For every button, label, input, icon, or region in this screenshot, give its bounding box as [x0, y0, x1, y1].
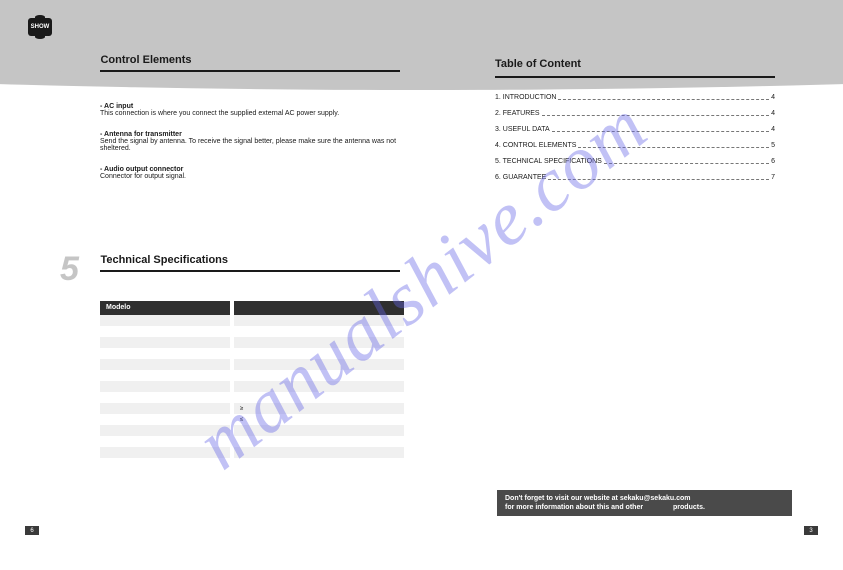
table-cell [234, 337, 404, 348]
toc-dots [604, 158, 769, 164]
table-cell [234, 348, 404, 359]
table-row [100, 447, 405, 458]
table-cell [234, 436, 404, 447]
toc-dots [548, 174, 769, 180]
section-4: 4 Control Elements - AC input This conne… [60, 50, 415, 180]
table-row [100, 381, 405, 392]
toc-label: 4. CONTROL ELEMENTS [495, 142, 576, 150]
toc-page: 7 [771, 174, 775, 182]
table-cell: ≥ [234, 403, 404, 414]
spec-header-2 [234, 301, 404, 315]
table-cell [234, 425, 404, 436]
toc-row: 3. USEFUL DATA 4 [495, 126, 775, 134]
spec-table-header: Modelo [100, 301, 405, 315]
toc-dots [552, 126, 769, 132]
toc-row: 1. INTRODUCTION 4 [495, 94, 775, 102]
table-row [100, 326, 405, 337]
table-cell [100, 392, 230, 403]
item-ac-input-head: - AC input [100, 103, 415, 110]
toc-label: 5. TECHNICAL SPECIFICATIONS [495, 158, 602, 166]
spec-header-modelo: Modelo [100, 301, 230, 315]
toc-row: 5. TECHNICAL SPECIFICATIONS 6 [495, 158, 775, 166]
item-antenna-head: - Antenna for transmitter [100, 131, 415, 138]
toc-row: 6. GUARANTEE 7 [495, 174, 775, 182]
toc-page: 4 [771, 126, 775, 134]
table-cell [100, 436, 230, 447]
page-number-right: 3 [804, 526, 818, 535]
table-row [100, 436, 405, 447]
toc-title: Table of Content [495, 58, 775, 78]
table-cell [100, 359, 230, 370]
toc-label: 6. GUARANTEE [495, 174, 546, 182]
logo-show: SHOW [28, 18, 52, 36]
item-ac-input-text: This connection is where you connect the… [100, 110, 415, 117]
table-row: ≤ [100, 414, 405, 425]
footer-line1: Don't forget to visit our website at sek… [505, 494, 784, 503]
footer-banner: Don't forget to visit our website at sek… [497, 490, 792, 516]
table-cell [234, 315, 404, 326]
page-number-left: 6 [25, 526, 39, 535]
table-row [100, 315, 405, 326]
spec-table: Modelo ≥≤ [100, 301, 405, 458]
footer-line2a: for more information about this and othe… [505, 504, 643, 511]
toc-body: 1. INTRODUCTION42. FEATURES43. USEFUL DA… [495, 94, 775, 182]
toc-page: 4 [771, 110, 775, 118]
item-audio-head: - Audio output connector [100, 166, 415, 173]
table-row [100, 392, 405, 403]
table-cell [234, 359, 404, 370]
table-row [100, 348, 405, 359]
table-cell [100, 326, 230, 337]
table-cell [100, 337, 230, 348]
section-5-title: Technical Specifications [100, 254, 400, 272]
table-cell [100, 348, 230, 359]
section-4-body: - AC input This connection is where you … [100, 103, 415, 180]
table-cell [234, 326, 404, 337]
table-row [100, 337, 405, 348]
toc-row: 2. FEATURES 4 [495, 110, 775, 118]
table-cell [234, 381, 404, 392]
table-cell [100, 447, 230, 458]
table-cell: ≤ [234, 414, 404, 425]
footer-line2: for more information about this and othe… [505, 503, 784, 512]
page-right: Table of Content 1. INTRODUCTION42. FEAT… [495, 50, 795, 190]
toc-label: 2. FEATURES [495, 110, 540, 118]
table-cell [234, 392, 404, 403]
toc-dots [542, 110, 769, 116]
table-row [100, 370, 405, 381]
table-row [100, 359, 405, 370]
toc-page: 4 [771, 94, 775, 102]
section-5-number: 5 [60, 250, 96, 289]
table-cell [100, 381, 230, 392]
section-4-number: 4 [60, 50, 96, 89]
table-cell [100, 403, 230, 414]
toc-row: 4. CONTROL ELEMENTS 5 [495, 142, 775, 150]
toc-page: 6 [771, 158, 775, 166]
footer-line2b: products. [673, 504, 705, 511]
item-audio-text: Connector for output signal. [100, 173, 415, 180]
table-row [100, 425, 405, 436]
toc-dots [558, 94, 769, 100]
section-5: 5 Technical Specifications Modelo ≥≤ [60, 250, 415, 458]
table-cell [100, 370, 230, 381]
toc-page: 5 [771, 142, 775, 150]
toc-label: 1. INTRODUCTION [495, 94, 556, 102]
table-row: ≥ [100, 403, 405, 414]
table-cell [100, 315, 230, 326]
table-cell [100, 425, 230, 436]
page-left: 4 Control Elements - AC input This conne… [60, 50, 415, 458]
table-cell [234, 447, 404, 458]
table-cell [100, 414, 230, 425]
toc-dots [578, 142, 769, 148]
section-4-title: Control Elements [100, 54, 400, 72]
toc-label: 3. USEFUL DATA [495, 126, 550, 134]
table-cell [234, 370, 404, 381]
item-antenna-text: Send the signal by antenna. To receive t… [100, 138, 415, 152]
